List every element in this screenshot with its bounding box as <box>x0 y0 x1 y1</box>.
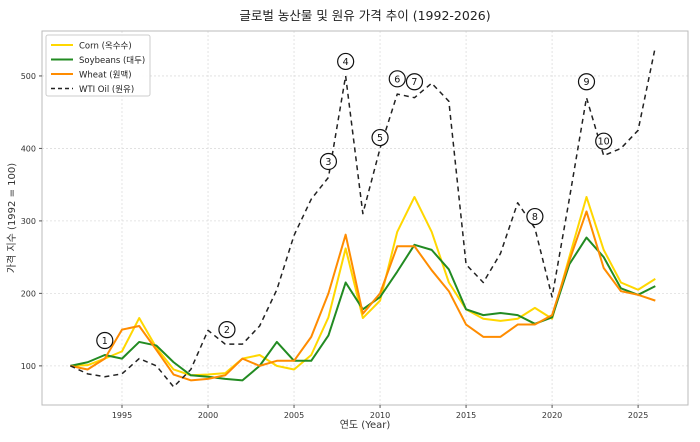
y-tick-label: 500 <box>21 72 36 81</box>
annotation-label: 2 <box>224 325 230 336</box>
annotation-label: 1 <box>102 336 108 347</box>
annotation-label: 4 <box>343 57 349 68</box>
annotation-label: 10 <box>598 137 610 148</box>
x-tick-label: 2005 <box>284 411 304 420</box>
annotation-marker <box>371 128 389 147</box>
legend-box <box>45 34 151 97</box>
annotations: 1 2 3 4 5 6 7 8 9 10 <box>96 52 613 350</box>
series-line-wheat <box>70 210 656 382</box>
annotation-marker <box>405 73 424 91</box>
annotation-marker <box>319 152 338 171</box>
annotation-marker <box>218 321 236 339</box>
y-tick-label: 300 <box>21 217 36 226</box>
annotation-label: 7 <box>411 77 417 88</box>
annotation-marker <box>526 207 544 226</box>
series-line-soybeans <box>70 236 656 382</box>
annotation-label: 9 <box>583 77 589 88</box>
series-group <box>70 46 657 388</box>
legend-label: Corn (옥수수) <box>79 42 132 52</box>
legend: Corn (옥수수) Soybeans (대두) Wheat (원맥) WTI Oil… <box>45 34 151 97</box>
annotation-marker <box>388 70 406 88</box>
annotation-label: 3 <box>325 157 331 168</box>
x-tick-label: 2025 <box>628 411 648 420</box>
x-tick-label: 2020 <box>542 411 562 420</box>
ticks: 1995 2000 2005 2010 2015 2020 2025 100 200 300 400… <box>21 72 649 420</box>
y-tick-label: 100 <box>21 362 36 371</box>
series-line-wti-oil <box>70 46 657 388</box>
annotation-label: 5 <box>377 133 383 144</box>
x-tick-label: 2010 <box>370 411 390 420</box>
annotation-marker <box>337 52 355 71</box>
annotation-marker <box>595 132 613 150</box>
x-tick-label: 2000 <box>198 411 218 420</box>
chart-title: 글로벌 농산물 및 원유 가격 추이 (1992-2026) <box>239 8 490 23</box>
x-tick-label: 1995 <box>112 411 132 420</box>
y-tick-label: 400 <box>21 144 36 153</box>
annotation-marker <box>577 73 596 91</box>
annotation-marker <box>96 331 114 350</box>
annotation-label: 6 <box>394 74 400 85</box>
legend-label: Wheat (원맥) <box>79 70 132 81</box>
y-axis-label: 가격 지수 (1992 = 100) <box>5 163 18 273</box>
annotation-label: 8 <box>532 212 538 223</box>
legend-label: Soybeans (대두) <box>79 56 145 66</box>
legend-label: WTI Oil (원유) <box>79 85 134 95</box>
x-tick-label: 2015 <box>456 411 476 420</box>
y-tick-label: 200 <box>21 289 36 298</box>
plot-frame <box>41 30 689 406</box>
x-axis-label: 연도 (Year) <box>340 419 391 431</box>
